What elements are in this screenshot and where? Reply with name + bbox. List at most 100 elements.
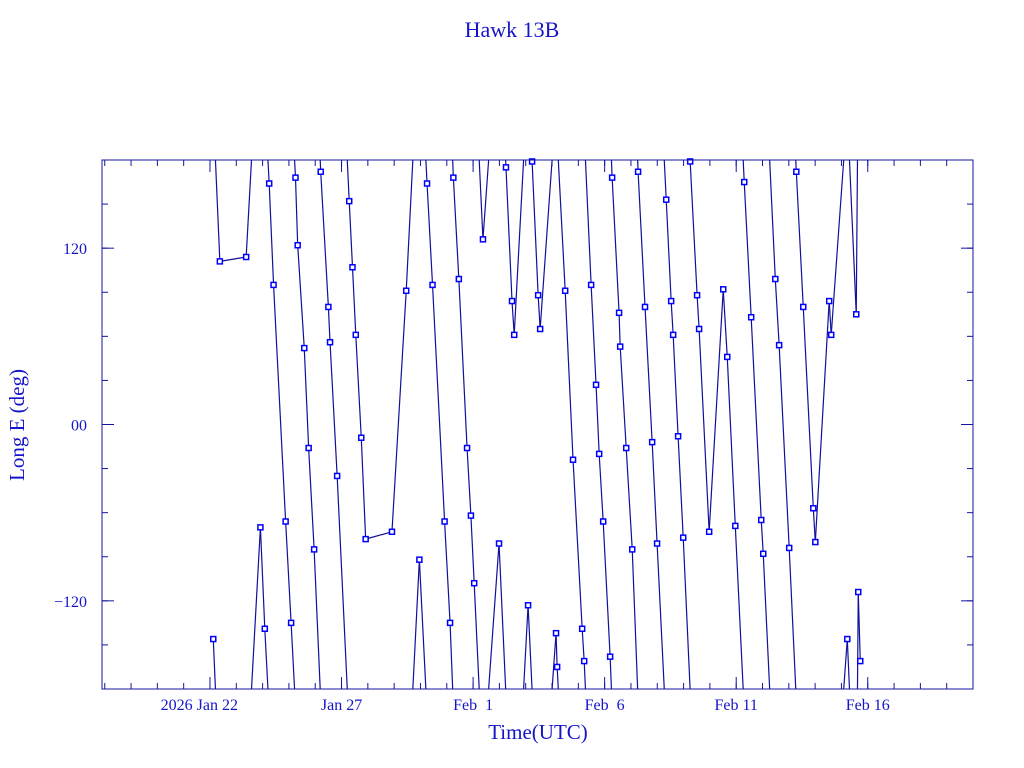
series-segment	[303, 348, 310, 449]
series-segment	[830, 159, 845, 335]
data-point-marker	[292, 174, 299, 181]
series-segment	[556, 666, 559, 690]
series-segment	[539, 159, 553, 330]
data-point-marker	[857, 657, 864, 665]
series-segment	[802, 306, 814, 509]
data-point-marker	[757, 516, 765, 524]
data-point-marker	[775, 341, 783, 349]
series-segment	[346, 159, 350, 202]
series-segment	[857, 591, 861, 662]
data-point-marker	[662, 196, 670, 203]
series-segment	[651, 442, 658, 544]
series-segment	[425, 159, 428, 184]
data-point-marker	[606, 653, 614, 660]
data-point-marker	[844, 635, 851, 643]
series-segment	[602, 521, 611, 657]
data-point-marker	[326, 338, 334, 346]
series-segment	[788, 547, 797, 690]
series-segment	[722, 289, 728, 357]
data-point-marker	[759, 550, 767, 558]
series-segment	[327, 306, 331, 343]
x-tick-label: Feb 6	[585, 697, 625, 714]
series-segment	[656, 543, 665, 690]
series-segment	[245, 159, 253, 258]
series-segment	[531, 161, 539, 296]
data-point-marker	[534, 291, 542, 299]
series-segment	[297, 245, 305, 349]
data-point-marker	[747, 313, 755, 321]
data-point-marker	[686, 158, 694, 165]
data-point-marker	[301, 344, 308, 352]
series-segment	[590, 284, 597, 385]
series-segment	[663, 159, 667, 200]
series-segment	[268, 183, 275, 285]
data-point-marker	[648, 438, 656, 446]
data-point-marker	[242, 253, 250, 261]
series-segment	[750, 317, 762, 521]
series-segment	[466, 447, 472, 516]
data-point-marker	[785, 544, 793, 552]
series-markers	[210, 158, 864, 671]
data-point-marker	[740, 178, 748, 186]
series-segment	[734, 525, 744, 690]
series-segment	[677, 436, 684, 538]
data-point-marker	[265, 180, 273, 187]
data-point-marker	[855, 588, 862, 596]
series-segment	[498, 543, 507, 690]
plot-frame	[101, 159, 974, 690]
data-point-marker	[441, 518, 448, 525]
series-segment	[795, 171, 804, 307]
data-point-marker	[463, 444, 471, 452]
series-segment	[473, 583, 480, 690]
data-point-marker	[467, 512, 475, 519]
data-point-marker	[536, 325, 544, 333]
series-segment	[743, 182, 752, 318]
series-segment	[625, 447, 633, 550]
series-segment	[631, 549, 639, 690]
data-point-marker	[423, 180, 431, 187]
series-segment	[313, 549, 321, 690]
series-segment	[637, 171, 646, 307]
series-segment	[449, 622, 454, 690]
data-point-marker	[345, 197, 353, 205]
data-point-marker	[695, 325, 703, 333]
data-point-marker	[595, 450, 603, 458]
series-segment	[412, 559, 420, 690]
data-point-marker	[719, 286, 727, 293]
series-segment	[391, 290, 407, 532]
x-tick-label: 2026 Jan 22	[161, 697, 238, 714]
data-point-marker	[429, 281, 436, 289]
data-point-marker	[210, 635, 217, 643]
series-segment	[828, 301, 832, 335]
series-segment	[348, 201, 354, 268]
data-point-marker	[310, 546, 318, 553]
series-segment	[619, 346, 627, 449]
x-tick-label: Feb 11	[714, 697, 757, 714]
series-segment	[285, 521, 292, 623]
data-point-marker	[325, 303, 332, 311]
series-segment	[760, 519, 764, 554]
data-point-marker	[667, 297, 675, 305]
data-point-marker	[705, 528, 713, 536]
data-point-marker	[446, 619, 454, 627]
x-axis-label: Time(UTC)	[488, 720, 588, 744]
series-segment	[426, 183, 434, 285]
data-point-marker	[669, 331, 677, 339]
series-line	[212, 159, 861, 690]
data-point-marker	[827, 331, 835, 339]
data-point-marker	[800, 303, 807, 311]
series-segment	[762, 553, 771, 690]
series-segment	[522, 605, 529, 690]
data-point-marker	[674, 433, 682, 440]
series-segment	[572, 459, 583, 629]
data-point-marker	[362, 535, 369, 543]
series-segment	[551, 633, 557, 690]
series-segment	[611, 177, 620, 313]
data-point-marker	[508, 297, 516, 305]
series-segment	[696, 295, 700, 330]
data-point-marker	[552, 629, 560, 637]
series-segment	[555, 633, 558, 667]
data-point-marker	[812, 538, 819, 546]
data-point-marker	[216, 258, 224, 265]
y-tick-label: 120	[63, 241, 87, 258]
